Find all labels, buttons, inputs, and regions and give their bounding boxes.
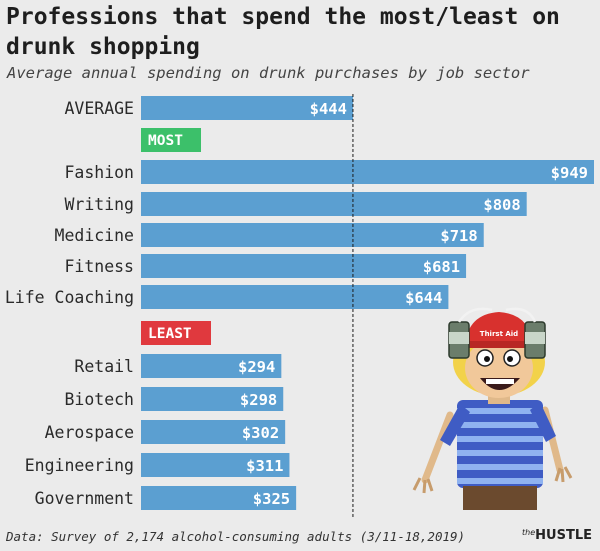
brand-prefix: the <box>522 528 536 537</box>
value-label-biotech: $298 <box>240 391 277 409</box>
bar-engineering <box>141 453 290 477</box>
brand-name: HUSTLE <box>535 528 592 543</box>
drunk-shopper-illustration: Thirst Aid <box>412 307 573 510</box>
group-badge-least <box>141 321 211 345</box>
value-label-medicine: $718 <box>440 227 477 245</box>
value-label-average: $444 <box>310 100 347 118</box>
bar-fashion <box>141 160 594 184</box>
category-label-writing: Writing <box>64 195 134 214</box>
value-label-writing: $808 <box>483 196 520 214</box>
value-label-retail: $294 <box>238 358 275 376</box>
group-label-most: MOST <box>148 133 183 149</box>
source-note: Data: Survey of 2,174 alcohol-consuming … <box>6 529 466 544</box>
bar-chart: Thirst Aid AVERAGE $444 MOST Fashion $949 Wri… <box>5 94 594 518</box>
category-label-fashion: Fashion <box>64 163 134 182</box>
category-label-fitness: Fitness <box>64 257 134 276</box>
bar-average <box>141 96 353 120</box>
category-label-life-coaching: Life Coaching <box>5 288 134 307</box>
bar-fitness <box>141 254 467 278</box>
category-label-medicine: Medicine <box>55 226 134 245</box>
bar-biotech <box>141 387 284 411</box>
bar-life-coaching <box>141 285 449 309</box>
category-label-engineering: Engineering <box>25 456 134 475</box>
category-label-retail: Retail <box>74 357 134 376</box>
bar-government <box>141 486 297 510</box>
bar-retail <box>141 354 282 378</box>
group-label-least: LEAST <box>148 326 192 342</box>
value-label-life-coaching: $644 <box>405 289 442 307</box>
group-badge-most <box>141 128 201 152</box>
value-label-fashion: $949 <box>551 164 588 182</box>
category-label-aerospace: Aerospace <box>45 423 134 442</box>
value-label-engineering: $311 <box>246 457 283 475</box>
category-label-government: Government <box>35 489 134 508</box>
value-label-aerospace: $302 <box>242 424 279 442</box>
category-label-biotech: Biotech <box>64 390 134 409</box>
bar-writing <box>141 192 527 216</box>
category-label-average: AVERAGE <box>64 99 134 118</box>
bar-aerospace <box>141 420 286 444</box>
value-label-fitness: $681 <box>423 258 460 276</box>
value-label-government: $325 <box>253 490 290 508</box>
helmet-text: Thirst Aid <box>480 330 518 338</box>
chart-subtitle: Average annual spending on drunk purchas… <box>7 64 530 82</box>
bar-medicine <box>141 223 484 247</box>
chart-title: Professions that spend the most/least on… <box>6 4 560 60</box>
brand-logo: theHUSTLE <box>522 528 592 543</box>
